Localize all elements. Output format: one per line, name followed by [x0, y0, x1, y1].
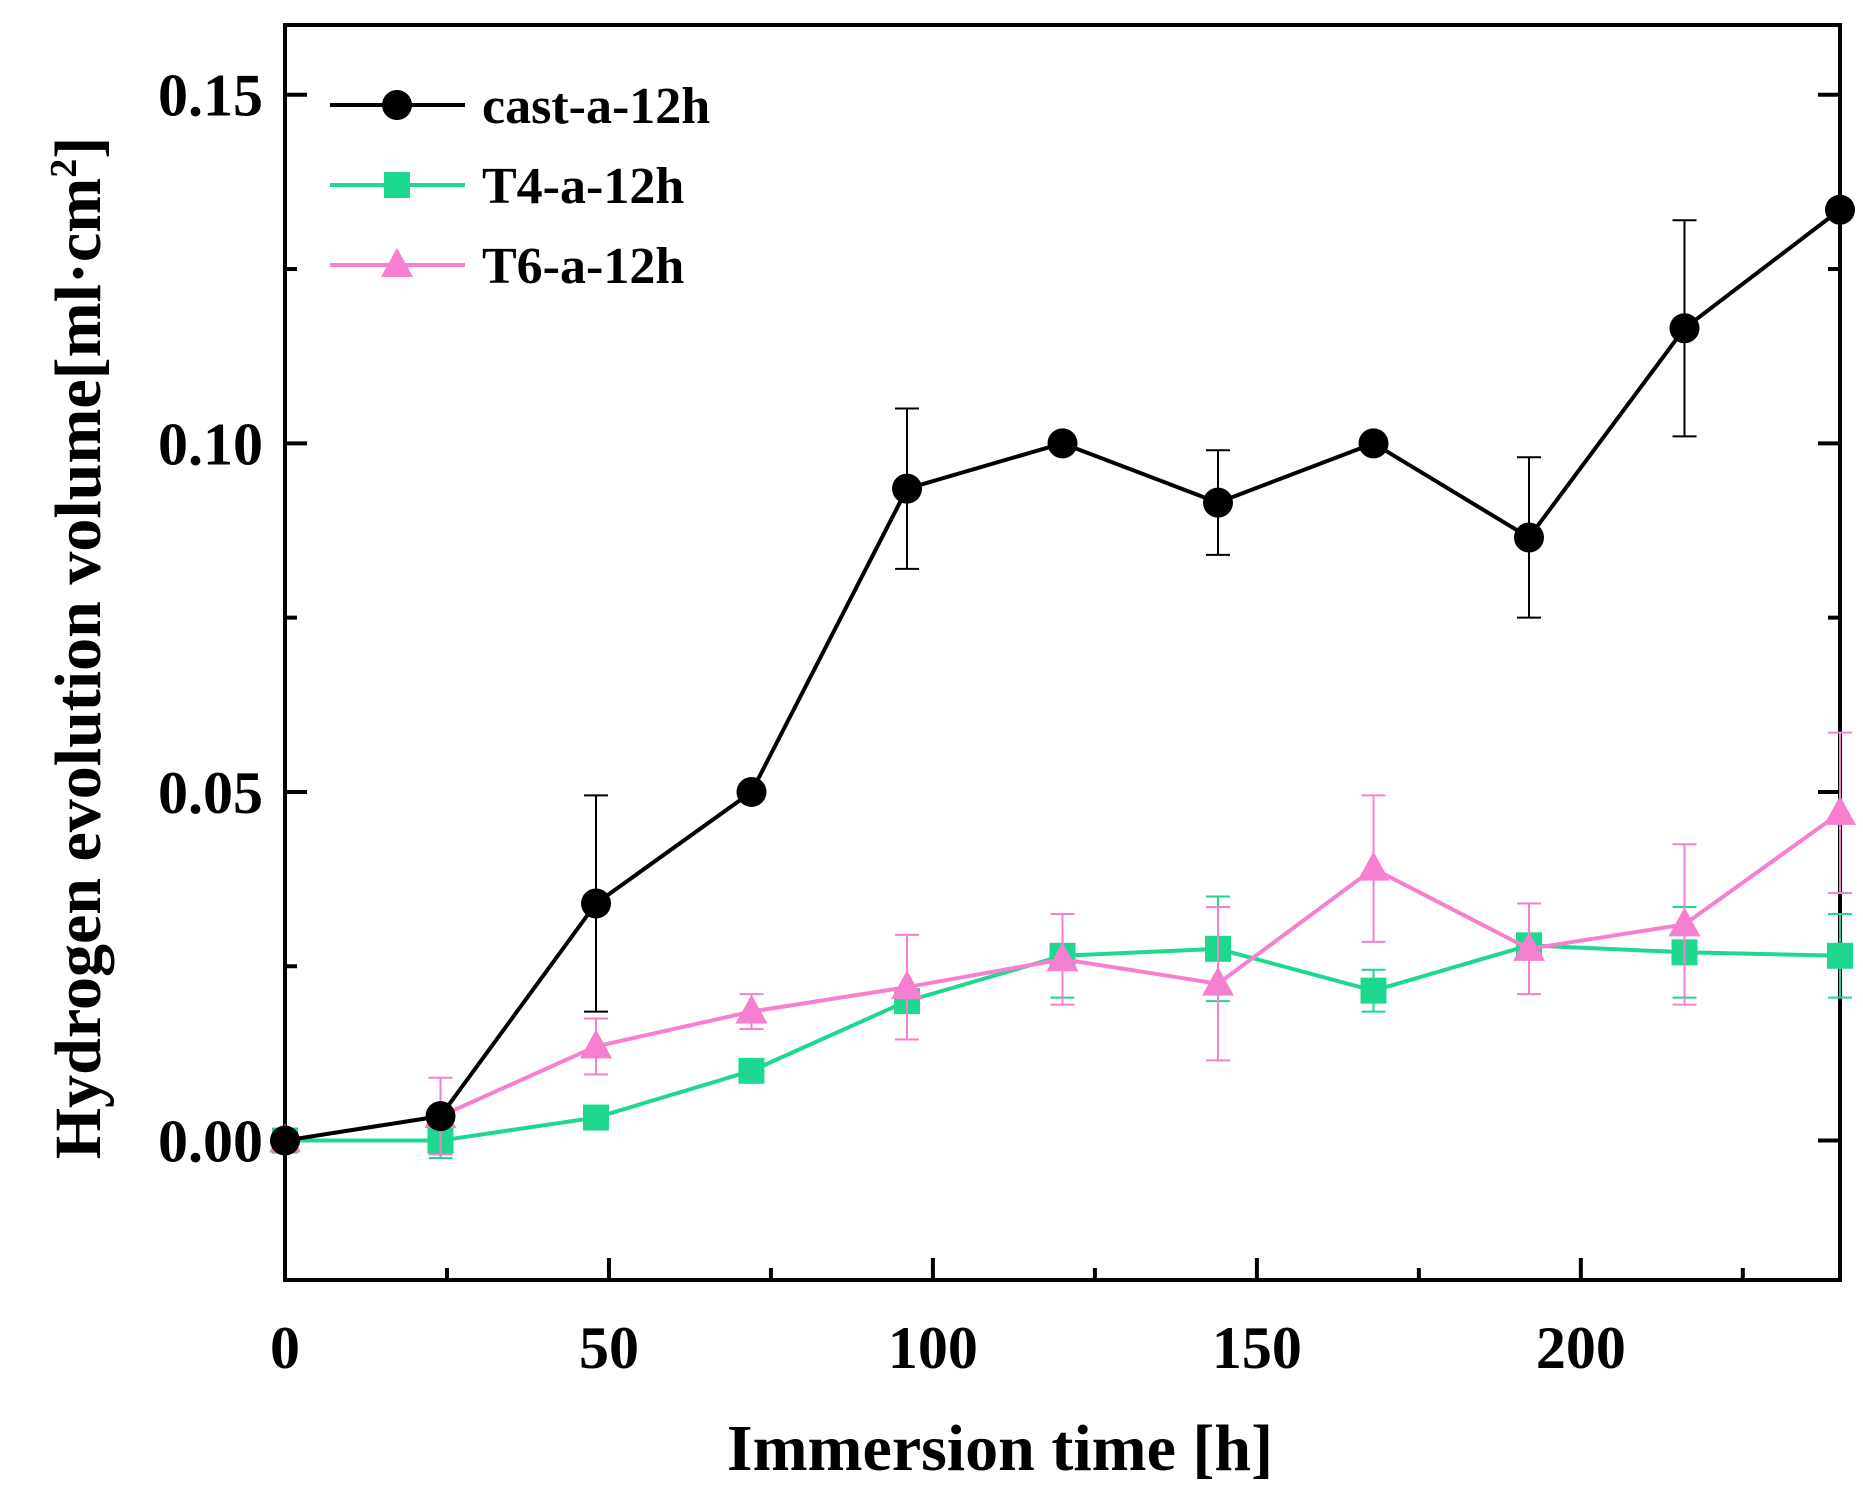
data-point — [1203, 487, 1233, 518]
legend-marker — [381, 248, 413, 277]
data-point — [1358, 428, 1389, 459]
data-point — [735, 994, 768, 1024]
data-point — [1360, 977, 1387, 1004]
y-axis-title-superscript: 2 — [43, 159, 85, 178]
legend-marker — [382, 90, 412, 120]
data-point — [736, 776, 767, 807]
data-point — [1514, 522, 1544, 553]
data-point — [1827, 942, 1853, 969]
x-tick-label: 50 — [579, 1315, 639, 1381]
y-tick-label: 0.05 — [158, 760, 263, 826]
data-point — [891, 970, 923, 1000]
x-tick-label: 100 — [888, 1315, 978, 1381]
data-point — [270, 1125, 300, 1156]
plot-frame — [283, 23, 1842, 1282]
x-tick-label: 150 — [1212, 1315, 1302, 1381]
legend-marker — [384, 172, 410, 198]
series-T6-a-12h — [269, 731, 1856, 1156]
legend-label: cast-a-12h — [482, 78, 710, 135]
data-point — [1825, 194, 1855, 225]
data-point — [1513, 931, 1545, 961]
axes-layer: 0 50 100 150 200 0.00 0.05 0.10 0.15 — [158, 23, 1842, 1381]
legend-item-T6-a-12h: T6-a-12h — [330, 238, 684, 295]
y-axis-title: Hydrogen evolution volume[ml·cm2] — [42, 137, 115, 1159]
data-point — [581, 888, 611, 919]
x-axis-title: Immersion time [h] — [727, 1412, 1273, 1485]
series-cast-a-12h — [270, 194, 1855, 1156]
legend-item-cast-a-12h: cast-a-12h — [330, 78, 710, 135]
legend-label: T4-a-12h — [482, 158, 684, 215]
data-point — [580, 1029, 612, 1059]
data-point — [892, 473, 922, 504]
data-point — [1202, 966, 1234, 996]
data-point — [1824, 795, 1856, 825]
y-axis-title-end: ] — [42, 137, 115, 159]
data-point — [583, 1104, 609, 1131]
data-point — [425, 1101, 456, 1132]
series-layer — [269, 194, 1856, 1159]
y-axis-title-main: Hydrogen evolution volume[ml·cm — [42, 178, 115, 1159]
data-point — [1668, 907, 1701, 937]
data-point — [1669, 313, 1700, 344]
y-tick-label: 0.00 — [158, 1109, 263, 1175]
y-tick-label: 0.10 — [158, 411, 263, 477]
x-tick-label: 200 — [1536, 1315, 1626, 1381]
legend-item-T4-a-12h: T4-a-12h — [330, 158, 684, 215]
y-tick-label: 0.15 — [158, 63, 263, 129]
x-tick-label: 0 — [270, 1315, 300, 1381]
legend: cast-a-12h T4-a-12h T6-a-12h — [330, 78, 710, 295]
data-point — [1046, 942, 1079, 972]
data-point — [738, 1057, 765, 1084]
legend-label: T6-a-12h — [482, 238, 684, 295]
data-point — [1357, 851, 1390, 881]
data-point — [1047, 428, 1078, 459]
